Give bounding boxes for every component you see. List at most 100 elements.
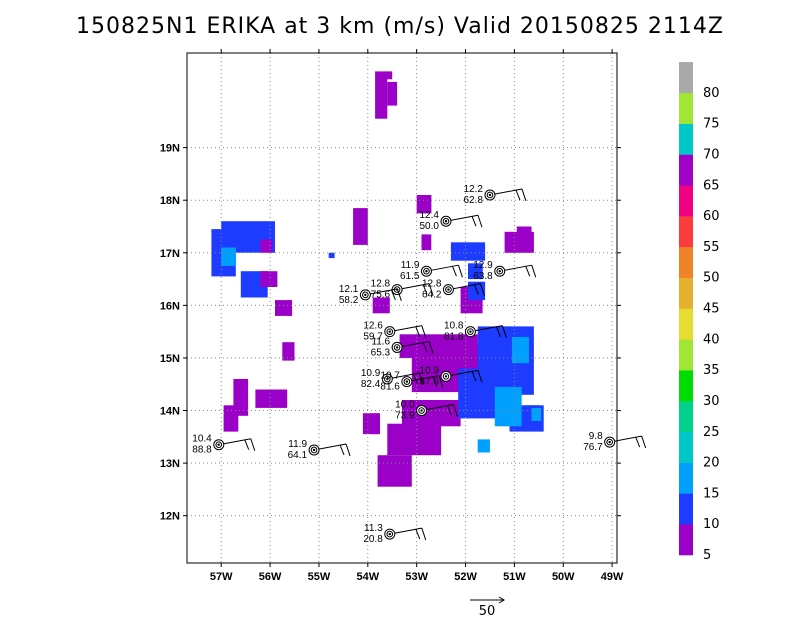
station-marker-ring	[442, 217, 450, 225]
station-bottom-value: 50.0	[420, 221, 440, 232]
station-top-value: 10.8	[444, 321, 464, 332]
colorbar-segment	[679, 462, 693, 494]
colorbar-label: 55	[703, 240, 720, 255]
station-marker-dot	[425, 269, 428, 273]
colorbar-segment	[679, 246, 693, 278]
station-marker-ring	[606, 438, 613, 446]
station: 12.659.7	[363, 321, 427, 343]
station-bottom-value: 87.6	[420, 376, 440, 387]
wind-barb-flag	[641, 435, 647, 449]
wind-barb-flag	[477, 370, 483, 383]
colorbar-segment	[679, 400, 693, 433]
station-marker-dot	[447, 288, 450, 291]
station-top-value: 12.8	[422, 279, 442, 290]
station-marker-dot	[386, 377, 389, 381]
station-top-value: 11.6	[371, 336, 390, 347]
shaded-cell	[516, 226, 532, 243]
station-marker-ring	[403, 378, 411, 385]
wind-barb-flag	[412, 373, 418, 385]
station-marker-ring	[467, 328, 474, 335]
wind-barb-flag	[477, 215, 483, 228]
station-bottom-value: 59.7	[363, 332, 383, 343]
shaded-cell	[260, 271, 278, 287]
station: 10.881.8	[444, 321, 507, 343]
x-tick-label: 49W	[601, 571, 624, 583]
station: 10.982.4	[361, 368, 424, 390]
colorbar-label: 65	[703, 178, 720, 193]
station-marker-ring	[393, 344, 401, 351]
station-marker-ring	[386, 530, 394, 538]
shaded-cell	[416, 195, 432, 214]
station-marker-dot	[312, 448, 316, 452]
wind-barb-flag	[339, 444, 345, 456]
colorbar-label: 75	[703, 117, 720, 132]
station: 12.963.8	[473, 260, 537, 282]
wind-barb-flag	[421, 527, 427, 541]
station-top-value: 9.8	[589, 431, 603, 442]
station-marker-dot	[608, 440, 611, 444]
x-tick-label: 54W	[356, 571, 379, 583]
wind-barb-flag	[473, 284, 479, 295]
station-top-value: 10.7	[380, 371, 400, 382]
station-bottom-value: 58.2	[339, 295, 359, 306]
station-marker-ring	[384, 375, 391, 383]
station-top-value: 10.9	[420, 365, 440, 376]
wind-barb-flag	[495, 326, 501, 337]
x-tick-label: 52W	[454, 571, 477, 583]
y-tick-label: 12N	[160, 511, 180, 523]
x-tick-label: 51W	[503, 571, 526, 583]
station-top-value: 10.4	[192, 434, 212, 445]
station-bottom-value: 64.1	[288, 450, 308, 461]
grid-lines	[187, 53, 617, 563]
wind-barb-flag	[471, 371, 477, 382]
station-bottom-value: 82.4	[361, 379, 381, 390]
y-tick-label: 18N	[160, 195, 180, 207]
station-marker-ring	[215, 441, 223, 449]
colorbar-segment	[679, 154, 693, 186]
shaded-cell	[362, 413, 380, 435]
station-marker-ring	[362, 291, 369, 299]
station: 11.320.8	[363, 523, 427, 545]
y-tick-label: 19N	[160, 143, 180, 155]
station-top-value: 11.9	[288, 439, 307, 450]
shaded-cell	[450, 242, 486, 261]
colorbar-segment	[679, 123, 693, 155]
station-bottom-value: 76.7	[583, 442, 603, 453]
wind-barb-flag	[345, 443, 351, 457]
x-tick-label: 55W	[308, 571, 331, 583]
station-top-value: 12.6	[363, 321, 383, 332]
colorbar-label: 80	[703, 86, 720, 101]
wind-barb-flag	[421, 325, 427, 338]
station-top-value: 12.4	[420, 210, 440, 221]
station: 10.488.8	[192, 434, 256, 456]
wind-barb-flag	[501, 325, 507, 338]
station-bottom-value: 62.8	[463, 195, 483, 206]
shaded-cell	[328, 252, 335, 259]
station-marker-dot	[405, 380, 409, 383]
wind-barb-flag	[471, 216, 477, 227]
colorbar-segment	[679, 524, 693, 556]
station-top-value: 11.9	[401, 260, 420, 271]
wind-barb-flag	[244, 439, 250, 450]
station: 10.987.6	[420, 365, 483, 387]
colorbar-segment	[679, 339, 693, 371]
shaded-cell	[353, 208, 368, 245]
wind-barb-flag	[479, 283, 485, 296]
colorbar-segment	[679, 308, 693, 340]
shaded-cell	[377, 455, 412, 487]
station-bottom-value: 65.3	[371, 347, 391, 358]
wind-barb-flag	[422, 342, 428, 353]
wind-barb-flag	[453, 404, 459, 417]
wind-barb-flag	[428, 283, 434, 296]
station-bottom-value: 73.9	[395, 411, 415, 422]
shaded-cell	[223, 405, 239, 432]
axis-ticks: 57W 56W 55W 54W 53W 52W 51W 50W 49W 12N 13N 14N 15N 1…	[160, 49, 624, 583]
wind-barb-flag	[457, 265, 463, 278]
station-marker-ring	[496, 267, 504, 275]
station-bottom-value: 63.8	[473, 271, 493, 282]
colorbar-label: 70	[703, 147, 720, 162]
station-bottom-value: 61.5	[400, 271, 420, 282]
wind-barb-flag	[438, 375, 444, 388]
colorbar-label: 20	[703, 456, 720, 471]
shaded-cell	[282, 342, 295, 361]
